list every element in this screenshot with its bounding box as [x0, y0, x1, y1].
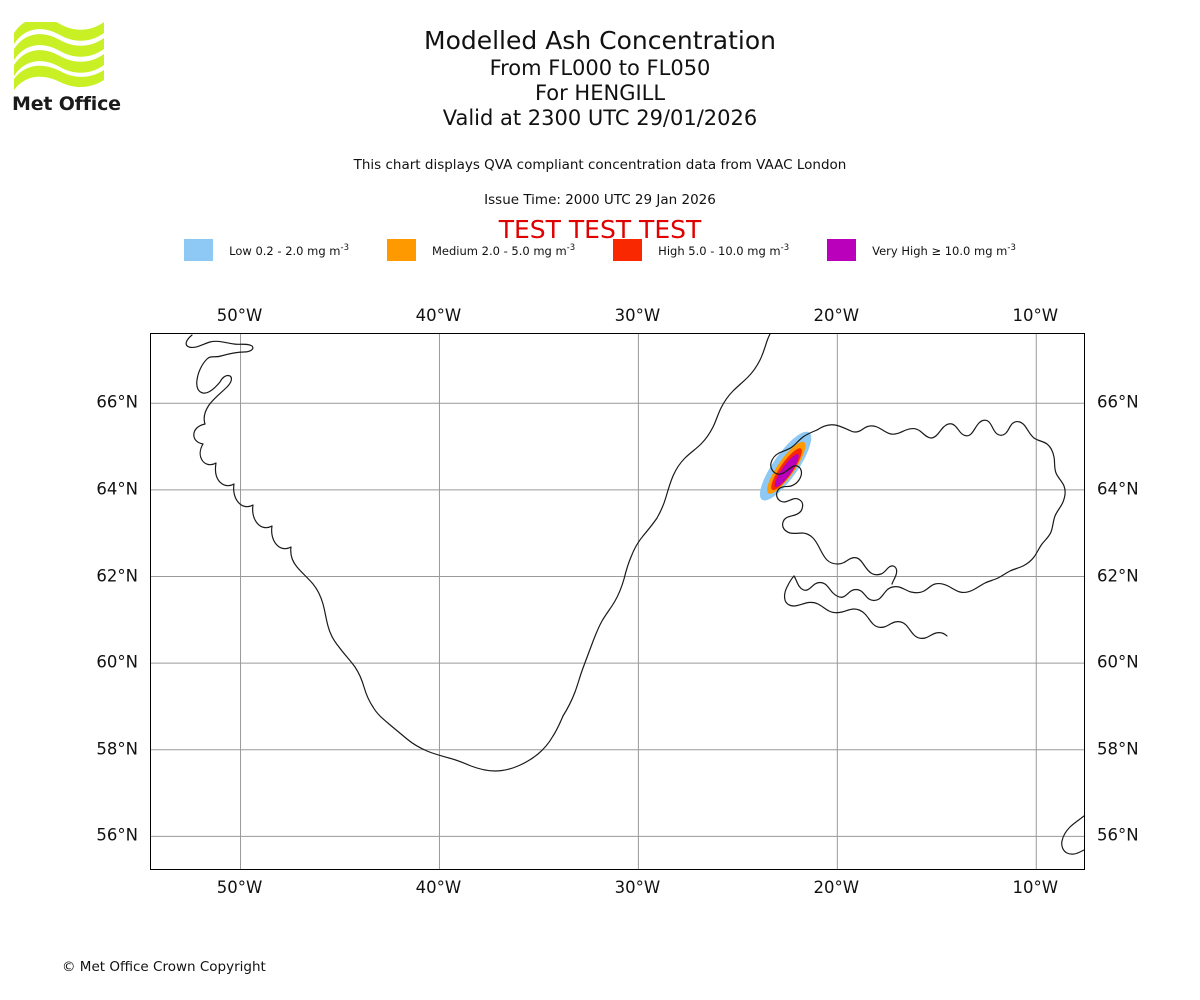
lon-tick-top: 10°W	[1012, 306, 1059, 325]
lon-tick-top: 30°W	[614, 306, 661, 325]
coastline-greenland-final	[185, 334, 564, 772]
copyright-notice: © Met Office Crown Copyright	[62, 959, 266, 975]
title-level-range: From FL000 to FL050	[489, 56, 711, 80]
coastlines	[177, 334, 1084, 855]
coastline-iceland-westfjords	[770, 429, 898, 585]
lon-tick-bottom: 50°W	[216, 878, 263, 897]
lat-tick-left: 66°N	[96, 392, 138, 412]
legend-entry-low: Low 0.2 - 2.0 mg m-3	[184, 239, 349, 261]
coastline-greenland	[177, 336, 821, 854]
title-valid-at: Valid at 2300 UTC 29/01/2026	[442, 106, 758, 130]
title-site: For HENGILL	[534, 81, 666, 105]
legend-entry-medium: Medium 2.0 - 5.0 mg m-3	[386, 239, 576, 261]
test-banner: TEST TEST TEST	[498, 215, 702, 244]
lon-tick-bottom: 40°W	[415, 878, 462, 897]
legend-swatch-low	[184, 239, 214, 261]
lat-tick-left: 60°N	[96, 652, 138, 672]
lon-tick-top: 20°W	[813, 306, 860, 325]
legend-swatch-high	[613, 239, 643, 261]
page-title: Modelled Ash Concentration From FL000 to…	[0, 28, 1200, 133]
met-office-wordmark: Met Office	[12, 93, 121, 115]
legend-label-low: Low 0.2 - 2.0 mg m-3	[229, 242, 349, 258]
coastline-greenland-drawn	[187, 336, 629, 764]
coastline-greenland-east	[562, 334, 771, 717]
lon-tick-bottom: 10°W	[1012, 878, 1059, 897]
lon-tick-top: 40°W	[415, 306, 462, 325]
lat-tick-right: 58°N	[1097, 739, 1139, 759]
lat-tick-left: 64°N	[96, 479, 138, 499]
coastline-ireland-sliver	[1061, 815, 1084, 855]
lat-tick-right: 62°N	[1097, 566, 1139, 586]
lat-tick-left: 56°N	[96, 825, 138, 845]
map-plot-frame	[150, 333, 1085, 870]
title-main: Modelled Ash Concentration	[424, 26, 776, 55]
lat-tick-left: 58°N	[96, 739, 138, 759]
legend-label-very-high: Very High ≥ 10.0 mg m-3	[872, 242, 1016, 258]
legend-swatch-very-high	[827, 239, 857, 261]
met-office-waves-icon	[14, 22, 104, 90]
lat-tick-right: 60°N	[1097, 652, 1139, 672]
legend-entry-very-high: Very High ≥ 10.0 mg m-3	[827, 239, 1016, 261]
lat-tick-right: 56°N	[1097, 825, 1139, 845]
lon-tick-top: 50°W	[216, 306, 263, 325]
legend-label-medium: Medium 2.0 - 5.0 mg m-3	[431, 242, 576, 258]
lat-tick-left: 62°N	[96, 566, 138, 586]
lon-tick-bottom: 30°W	[614, 878, 661, 897]
coastline-greenland-outline	[180, 337, 680, 843]
qva-note: This chart displays QVA compliant concen…	[353, 157, 847, 173]
issue-time: Issue Time: 2000 UTC 29 Jan 2026	[484, 192, 716, 208]
lat-tick-right: 66°N	[1097, 392, 1139, 412]
map-container: 50°W 50°W 40°W 40°W 30°W 30°W 20°W 20°W 10°W 10°W…	[96, 306, 1138, 897]
map-gridlines	[151, 334, 1084, 869]
met-office-logo: Met Office	[12, 22, 132, 117]
ash-plume	[759, 431, 812, 501]
coastline-iceland-reykjanes	[784, 575, 948, 639]
lon-tick-bottom: 20°W	[813, 878, 860, 897]
concentration-legend: Low 0.2 - 2.0 mg m-3 Medium 2.0 - 5.0 mg …	[0, 239, 1200, 261]
legend-entry-high: High 5.0 - 10.0 mg m-3	[613, 239, 789, 261]
coastline-iceland	[793, 419, 1066, 602]
legend-label-high: High 5.0 - 10.0 mg m-3	[658, 242, 790, 258]
lat-tick-right: 64°N	[1097, 479, 1139, 499]
legend-swatch-medium	[386, 239, 416, 261]
